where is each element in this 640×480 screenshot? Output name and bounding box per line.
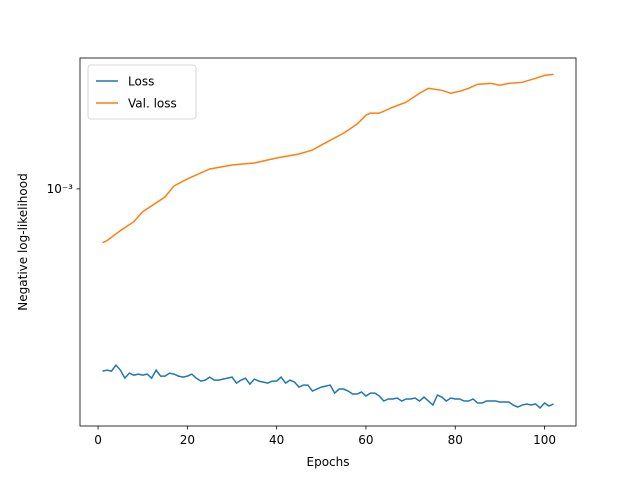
x-tick-label: 20 (180, 433, 195, 447)
x-tick-label: 100 (533, 433, 556, 447)
x-axis-label: Epochs (307, 455, 350, 469)
legend-label: Val. loss (128, 97, 177, 111)
legend-label: Loss (128, 75, 154, 89)
axes-frame (79, 57, 577, 427)
x-tick-label: 80 (448, 433, 463, 447)
y-axis-label: Negative log-likelihood (16, 173, 30, 310)
y-tick-label: 10⁻³ (47, 182, 74, 196)
x-tick-label: 0 (94, 433, 102, 447)
series-line (102, 363, 554, 410)
series-line (102, 73, 554, 244)
legend-box (87, 64, 197, 120)
x-tick-label: 60 (358, 433, 373, 447)
x-tick-label: 40 (269, 433, 284, 447)
